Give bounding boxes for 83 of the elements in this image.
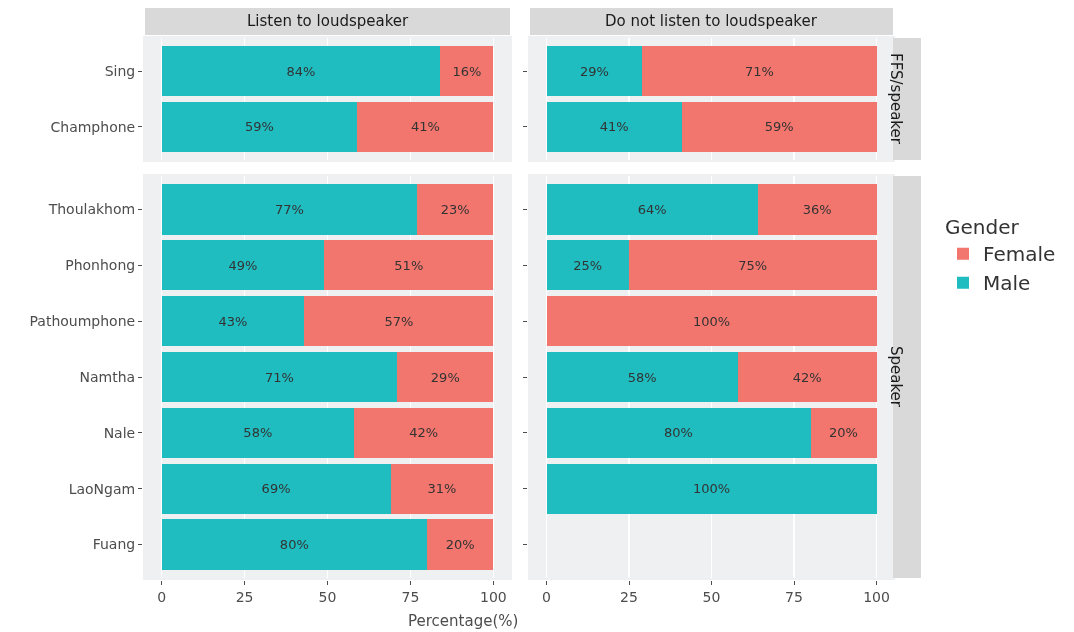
data-label: 71% bbox=[264, 369, 294, 385]
legend-label: Female bbox=[983, 242, 1056, 267]
data-label: 58% bbox=[627, 369, 657, 385]
y-tick-label: Sing bbox=[104, 63, 136, 80]
y-tick-label: Pathoumphone bbox=[29, 313, 136, 330]
bar bbox=[810, 407, 877, 458]
data-label: 41% bbox=[410, 119, 440, 135]
bar bbox=[546, 463, 877, 514]
y-tick-label: Namtha bbox=[79, 368, 136, 385]
data-label: 49% bbox=[228, 257, 258, 273]
data-label: 64% bbox=[637, 202, 667, 218]
data-label: 84% bbox=[286, 63, 316, 79]
x-tick-label: 75 bbox=[785, 588, 803, 605]
x-tick-label: 25 bbox=[620, 588, 638, 605]
data-label: 29% bbox=[579, 63, 609, 79]
data-label: 100% bbox=[692, 481, 731, 497]
bar bbox=[546, 296, 877, 347]
y-tick-label: Thoulakhom bbox=[47, 201, 136, 218]
data-label: 51% bbox=[394, 257, 424, 273]
x-tick-label: 100 bbox=[863, 588, 890, 605]
bar bbox=[397, 351, 494, 403]
bar bbox=[629, 240, 877, 291]
data-label: 41% bbox=[599, 119, 629, 135]
x-tick-label: 100 bbox=[480, 588, 507, 605]
bar bbox=[546, 240, 629, 291]
x-tick-label: 0 bbox=[542, 588, 551, 605]
data-label: 69% bbox=[261, 481, 291, 497]
x-axis-title: Percentage(%) bbox=[408, 612, 519, 630]
bar bbox=[161, 184, 418, 235]
data-label: 20% bbox=[445, 537, 475, 553]
data-label: 42% bbox=[409, 425, 439, 441]
bar bbox=[161, 463, 391, 514]
annotation: FFS/speaker bbox=[887, 53, 905, 145]
bar bbox=[390, 463, 494, 514]
data-label: 31% bbox=[427, 481, 457, 497]
data-label: 20% bbox=[829, 425, 858, 441]
bar bbox=[546, 407, 811, 458]
bar bbox=[161, 240, 325, 291]
data-label: 77% bbox=[274, 202, 304, 218]
data-label: 80% bbox=[664, 425, 693, 441]
bar bbox=[324, 240, 494, 291]
y-tick-label: LaoNgam bbox=[68, 480, 136, 497]
data-label: 42% bbox=[792, 369, 822, 385]
data-label: 36% bbox=[802, 202, 832, 218]
bar bbox=[304, 296, 494, 347]
chart-title: Listen to loudspeaker bbox=[247, 12, 410, 30]
data-label: 58% bbox=[243, 425, 273, 441]
x-tick-label: 50 bbox=[702, 588, 721, 605]
data-label: 29% bbox=[430, 369, 460, 385]
legend-label: Male bbox=[983, 271, 1031, 296]
bar bbox=[161, 296, 305, 347]
x-tick-label: 75 bbox=[401, 588, 420, 605]
bar bbox=[161, 519, 428, 570]
data-label: 71% bbox=[744, 63, 774, 79]
data-label: 100% bbox=[692, 313, 731, 329]
data-label: 43% bbox=[218, 313, 248, 329]
x-tick-label: 50 bbox=[318, 588, 337, 605]
data-label: 75% bbox=[738, 257, 768, 273]
x-tick-label: 0 bbox=[157, 588, 167, 605]
data-label: 57% bbox=[384, 313, 414, 329]
data-label: 80% bbox=[279, 537, 309, 553]
bar bbox=[546, 184, 758, 235]
bar bbox=[417, 184, 494, 235]
bar bbox=[161, 351, 398, 403]
x-tick-label: 25 bbox=[235, 588, 254, 605]
bar bbox=[161, 407, 355, 458]
y-tick-label: Nale bbox=[103, 424, 136, 441]
bar bbox=[546, 351, 738, 403]
chart-title: Do not listen to loudspeaker bbox=[605, 12, 818, 30]
bar bbox=[354, 407, 494, 458]
y-tick-label: Champhone bbox=[50, 118, 136, 135]
bar bbox=[427, 519, 494, 570]
data-label: 59% bbox=[245, 119, 274, 135]
bar bbox=[737, 351, 877, 403]
data-label: 23% bbox=[440, 202, 470, 218]
bar bbox=[757, 184, 877, 235]
annotation: Speaker bbox=[887, 346, 905, 408]
data-label: 25% bbox=[573, 257, 603, 273]
data-label: 16% bbox=[452, 63, 482, 79]
data-label: 59% bbox=[764, 119, 794, 135]
y-tick-label: Phonhong bbox=[65, 257, 136, 274]
legend-title: Gender bbox=[945, 215, 1020, 240]
y-tick-label: Fuang bbox=[92, 536, 136, 553]
